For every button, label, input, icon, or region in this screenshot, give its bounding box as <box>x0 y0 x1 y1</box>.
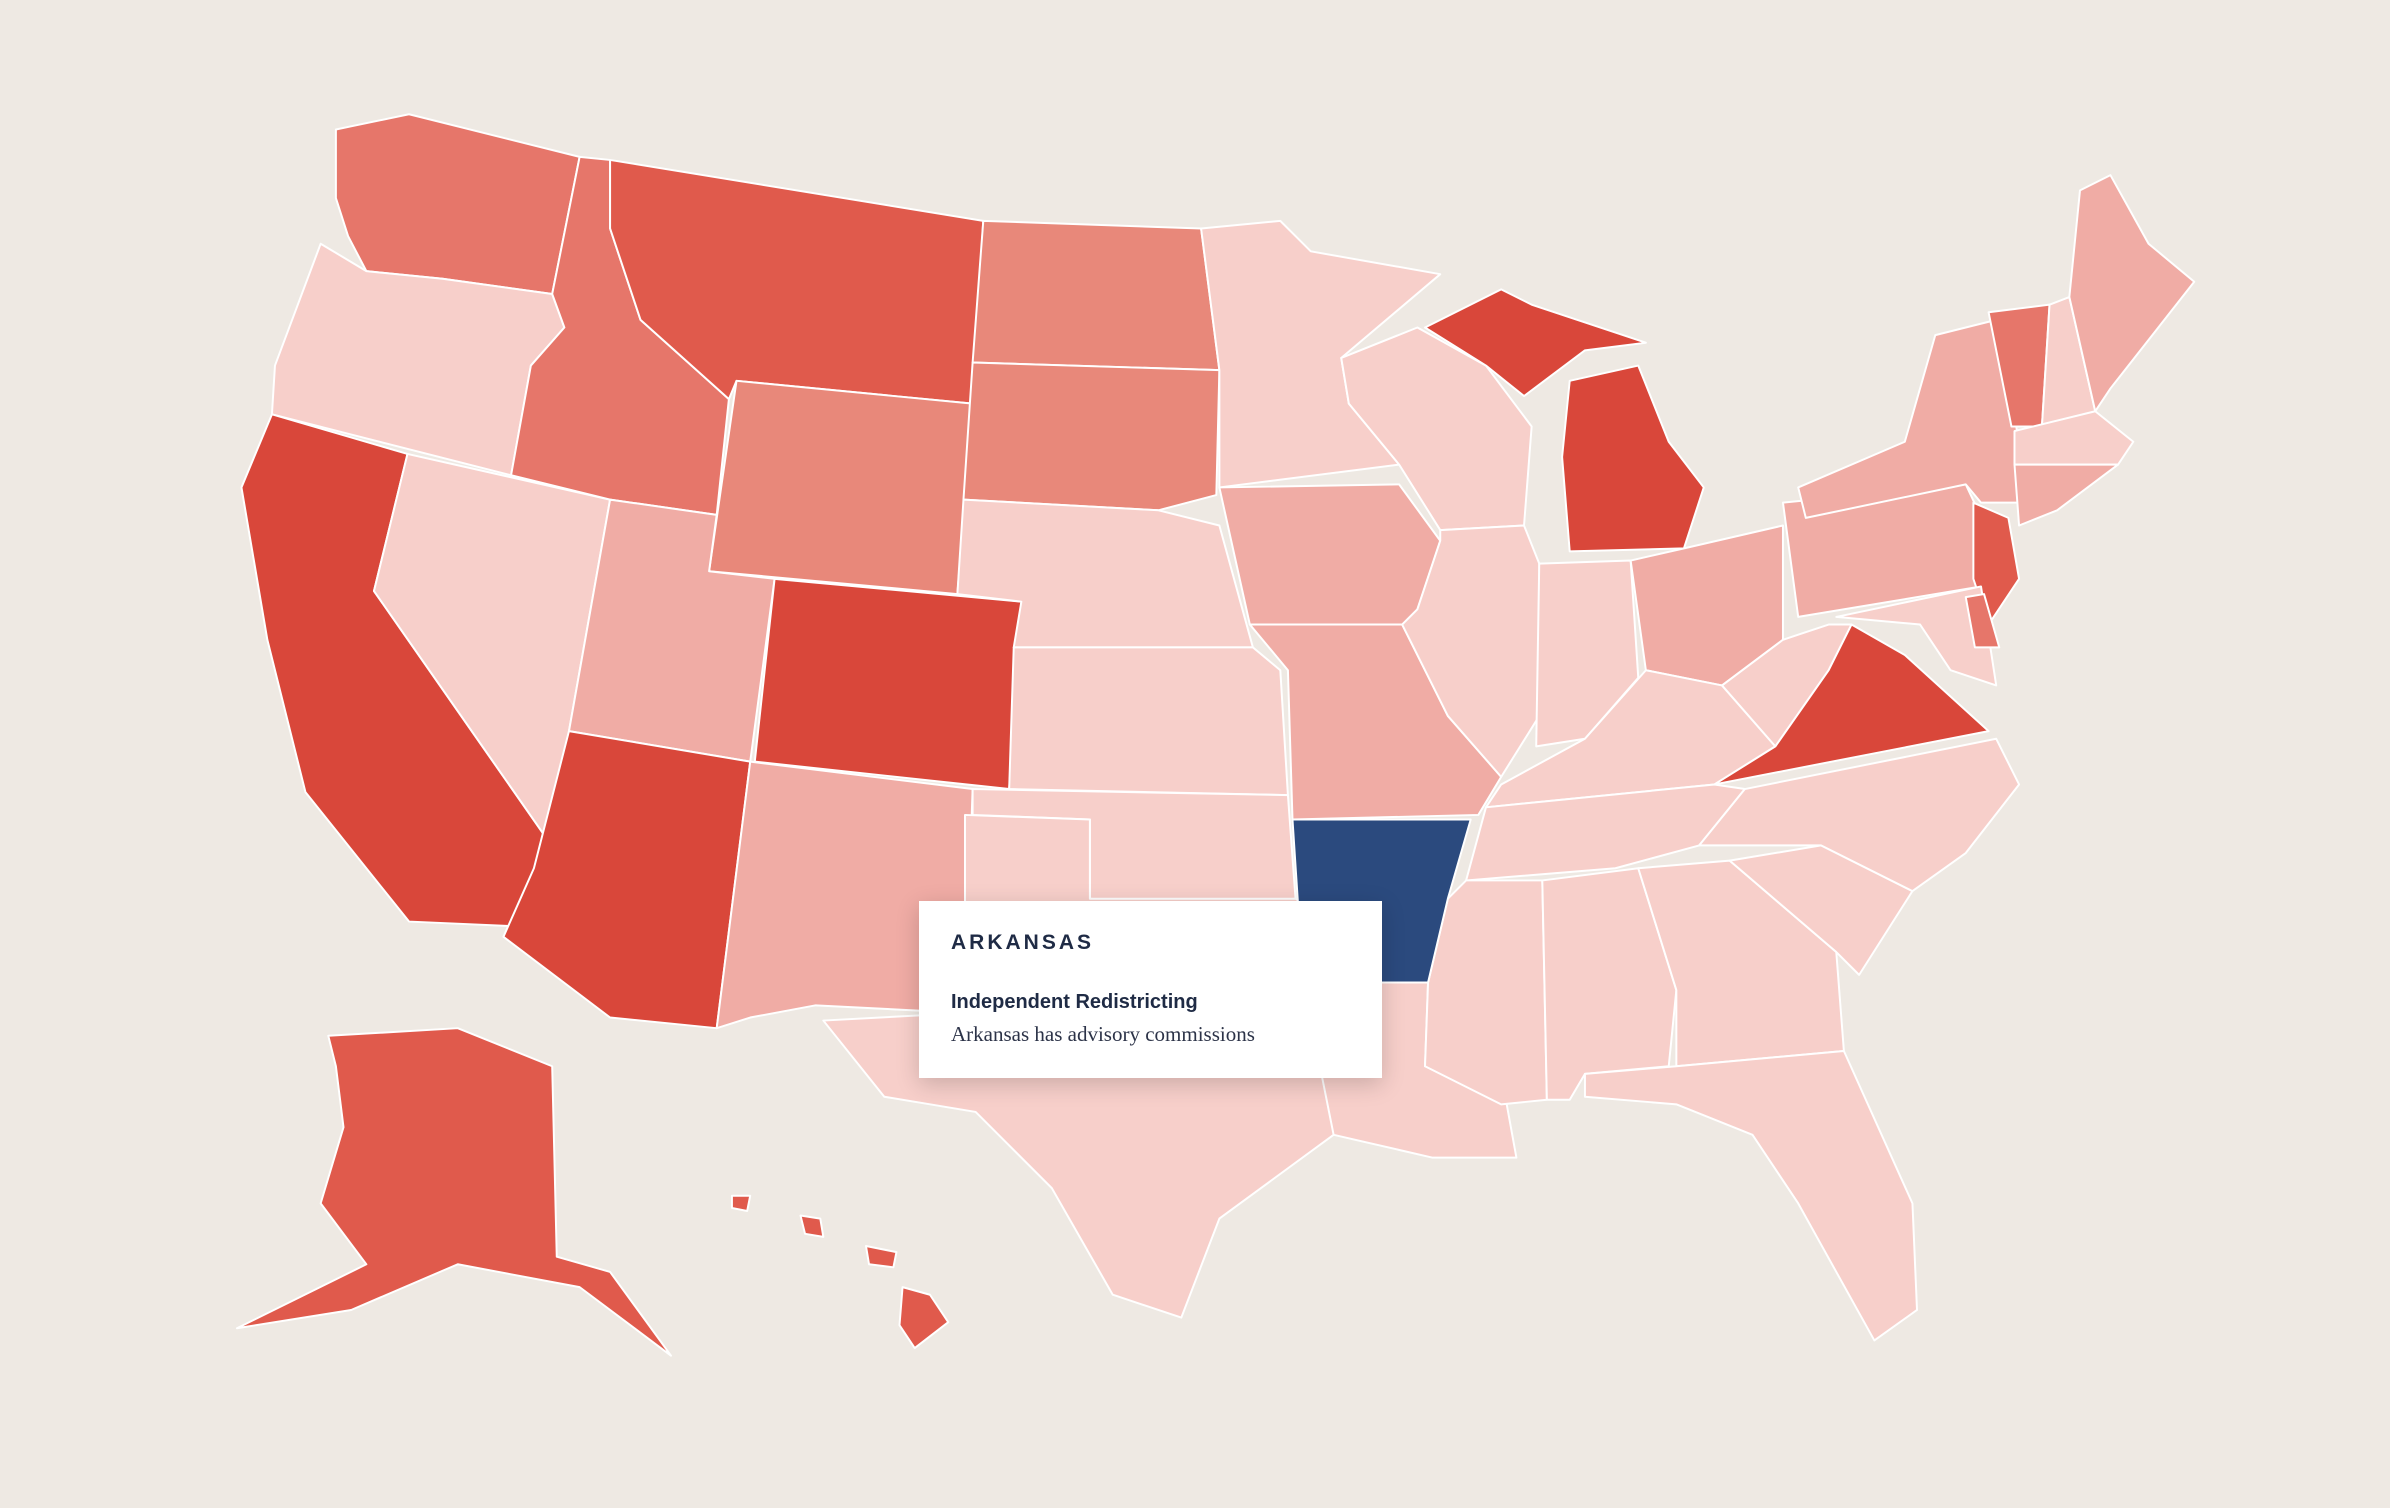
state-hi-maui[interactable] <box>864 1245 898 1269</box>
state-mi-upper[interactable] <box>1424 288 1647 398</box>
state-sd[interactable] <box>962 361 1221 512</box>
tooltip: ARKANSAS Independent Redistricting Arkan… <box>919 901 1382 1078</box>
state-wa[interactable] <box>334 113 581 295</box>
state-ak[interactable] <box>235 1027 672 1357</box>
state-nd[interactable] <box>971 219 1221 372</box>
state-ct[interactable] <box>2013 463 2120 527</box>
state-mi[interactable] <box>1561 364 1705 553</box>
state-sc[interactable] <box>1728 844 1914 976</box>
state-hi-oahu[interactable] <box>799 1214 825 1238</box>
state-de[interactable] <box>1964 593 2001 649</box>
state-hi-big[interactable] <box>898 1286 950 1350</box>
state-md[interactable] <box>1835 585 1998 687</box>
state-ks[interactable] <box>1008 646 1289 797</box>
state-ny[interactable] <box>1797 318 2028 519</box>
state-co[interactable] <box>753 577 1023 791</box>
tooltip-state: ARKANSAS <box>951 931 1095 954</box>
state-ia[interactable] <box>1218 483 1442 626</box>
state-me[interactable] <box>2068 174 2196 413</box>
state-fl[interactable] <box>1583 1050 1919 1342</box>
tooltip-heading: Independent Redistricting <box>951 991 1198 1013</box>
state-hi-kauai[interactable] <box>730 1194 752 1212</box>
tooltip-description: Arkansas has advisory commissions <box>951 1022 1255 1046</box>
state-nc[interactable] <box>1698 737 2021 893</box>
state-wy[interactable] <box>708 379 974 596</box>
state-va[interactable] <box>1713 623 1990 786</box>
state-il[interactable] <box>1401 524 1541 778</box>
state-ma[interactable] <box>2013 410 2135 466</box>
